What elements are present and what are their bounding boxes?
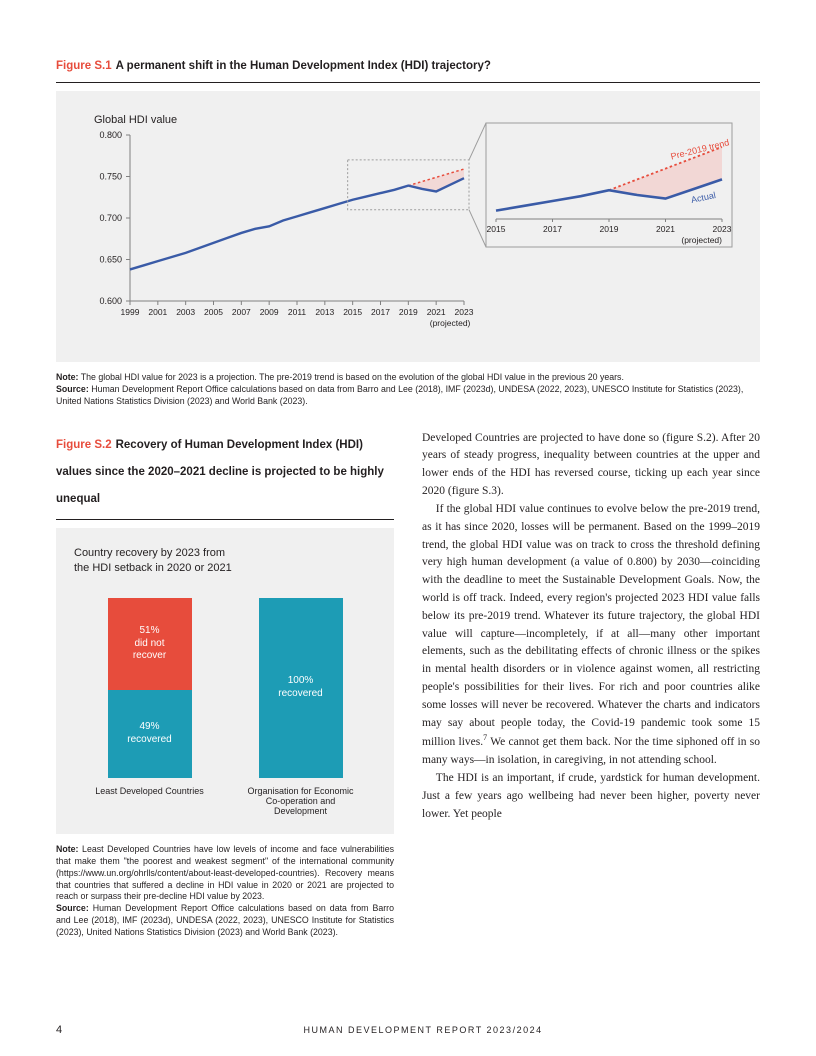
- bar: 100%recovered: [259, 598, 343, 778]
- svg-text:2021: 2021: [656, 224, 675, 234]
- page-number: 4: [56, 1024, 62, 1036]
- bar-segment: 51%did notrecover: [108, 598, 192, 690]
- svg-text:2009: 2009: [260, 307, 279, 317]
- right-column: Developed Countries are projected to hav…: [422, 430, 760, 939]
- figure-s1-chart: Global HDI value 0.600 0.650 0.700 0.750 0.80…: [56, 91, 760, 362]
- figure-s2-note: Note: Least Developed Countries have low…: [56, 844, 394, 939]
- svg-text:0.650: 0.650: [99, 255, 122, 265]
- figure-s2-chart: Country recovery by 2023 from the HDI se…: [56, 528, 394, 834]
- figure-s1-note: Note: The global HDI value for 2023 is a…: [56, 372, 760, 408]
- figure-s1-label: Figure S.1: [56, 60, 112, 72]
- body-p1: Developed Countries are projected to hav…: [422, 430, 760, 501]
- svg-text:1999: 1999: [121, 307, 140, 317]
- figure-s2-label: Figure S.2: [56, 439, 112, 451]
- svg-text:2023: 2023: [455, 307, 474, 317]
- figure-s2-chart-title: Country recovery by 2023 from the HDI se…: [74, 546, 376, 576]
- svg-text:2019: 2019: [600, 224, 619, 234]
- svg-text:2015: 2015: [343, 307, 362, 317]
- svg-text:2023: 2023: [713, 224, 732, 234]
- svg-text:2007: 2007: [232, 307, 251, 317]
- page-footer: 4 HUMAN DEVELOPMENT REPORT 2023/2024: [56, 1024, 760, 1036]
- svg-text:2013: 2013: [315, 307, 334, 317]
- svg-text:2017: 2017: [543, 224, 562, 234]
- bar: 51%did notrecover49%recovered: [108, 598, 192, 778]
- figure-s1-heading: Figure S.1 A permanent shift in the Huma…: [56, 56, 760, 74]
- svg-text:2003: 2003: [176, 307, 195, 317]
- body-p3: The HDI is an important, if crude, yards…: [422, 770, 760, 823]
- bar-label: Organisation for Economic Co-operation a…: [241, 786, 361, 816]
- svg-text:2021: 2021: [427, 307, 446, 317]
- figure-s2-rule: [56, 519, 394, 520]
- svg-text:(projected): (projected): [430, 318, 471, 328]
- figure-s2-bar-area: 51%did notrecover49%recovered 100%recover…: [74, 588, 376, 778]
- two-column-area: Figure S.2 Recovery of Human Development…: [56, 430, 760, 939]
- bar-segment: 49%recovered: [108, 690, 192, 778]
- figure-s1-svg: Global HDI value 0.600 0.650 0.700 0.750 0.80…: [72, 105, 744, 343]
- footer-title: HUMAN DEVELOPMENT REPORT 2023/2024: [86, 1025, 760, 1035]
- svg-text:2017: 2017: [371, 307, 390, 317]
- body-p2: If the global HDI value continues to evo…: [422, 501, 760, 770]
- bar-label: Least Developed Countries: [90, 786, 210, 816]
- figure-s2-bar-labels: Least Developed Countries Organisation fo…: [74, 786, 376, 816]
- left-column: Figure S.2 Recovery of Human Development…: [56, 430, 394, 939]
- svg-text:0.600: 0.600: [99, 296, 122, 306]
- svg-text:2005: 2005: [204, 307, 223, 317]
- figure-s2-heading: Figure S.2 Recovery of Human Development…: [56, 430, 394, 512]
- figure-s1-rule: [56, 82, 760, 83]
- svg-text:0.800: 0.800: [99, 130, 122, 140]
- svg-text:2019: 2019: [399, 307, 418, 317]
- svg-text:2015: 2015: [487, 224, 506, 234]
- svg-text:(projected): (projected): [681, 235, 722, 245]
- figure-s1-title: A permanent shift in the Human Developme…: [116, 60, 491, 72]
- bar-segment: 100%recovered: [259, 598, 343, 778]
- svg-text:2011: 2011: [288, 307, 307, 317]
- svg-text:0.750: 0.750: [99, 172, 122, 182]
- svg-text:0.700: 0.700: [99, 213, 122, 223]
- svg-text:Global HDI value: Global HDI value: [94, 114, 177, 126]
- svg-text:2001: 2001: [148, 307, 167, 317]
